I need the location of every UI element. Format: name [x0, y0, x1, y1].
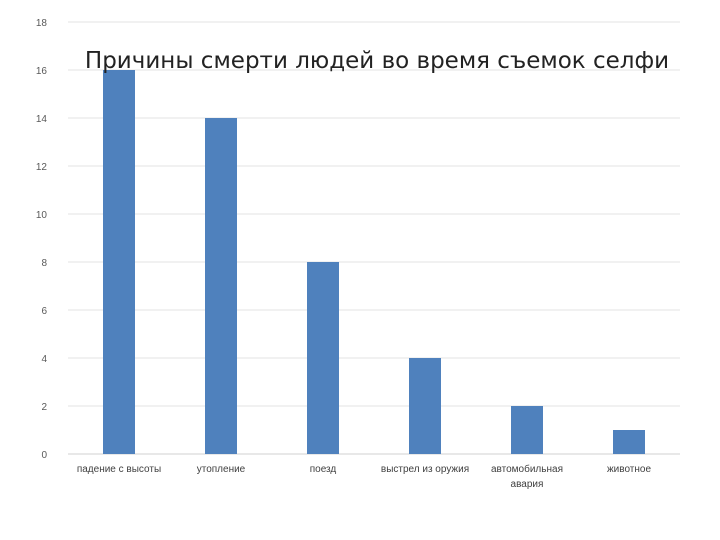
- x-axis-labels: падение с высоты утопление поезд выстрел из…: [77, 463, 652, 490]
- x-tick-label: утопление: [197, 464, 246, 475]
- x-tick-label: животное: [607, 464, 651, 475]
- chart-title: Причины смерти людей во время съемок сел…: [85, 48, 669, 74]
- y-tick-label: 8: [41, 258, 47, 269]
- x-tick-label: выстрел из оружия: [381, 464, 469, 475]
- y-tick-label: 18: [36, 18, 48, 29]
- y-tick-label: 16: [36, 66, 48, 77]
- y-tick-label: 10: [36, 210, 48, 221]
- bar: [205, 118, 237, 454]
- x-tick-label: поезд: [310, 464, 337, 475]
- bar: [307, 262, 339, 454]
- y-axis-ticks: 0 2 4 6 8 10 12 14 16 18: [36, 18, 48, 461]
- y-tick-label: 6: [41, 306, 47, 317]
- gridlines: [68, 21, 680, 455]
- y-tick-label: 4: [41, 354, 47, 365]
- x-tick-label: падение с высоты: [77, 464, 161, 475]
- y-tick-label: 12: [36, 162, 48, 173]
- bar: [613, 430, 645, 454]
- bar: [103, 70, 135, 454]
- x-tick-label: автомобильная авария: [491, 463, 563, 490]
- bar: [409, 358, 441, 454]
- y-tick-label: 2: [41, 402, 47, 413]
- bar: [511, 406, 543, 454]
- y-tick-label: 14: [36, 114, 48, 125]
- bars: [103, 70, 645, 454]
- y-tick-label: 0: [41, 450, 47, 461]
